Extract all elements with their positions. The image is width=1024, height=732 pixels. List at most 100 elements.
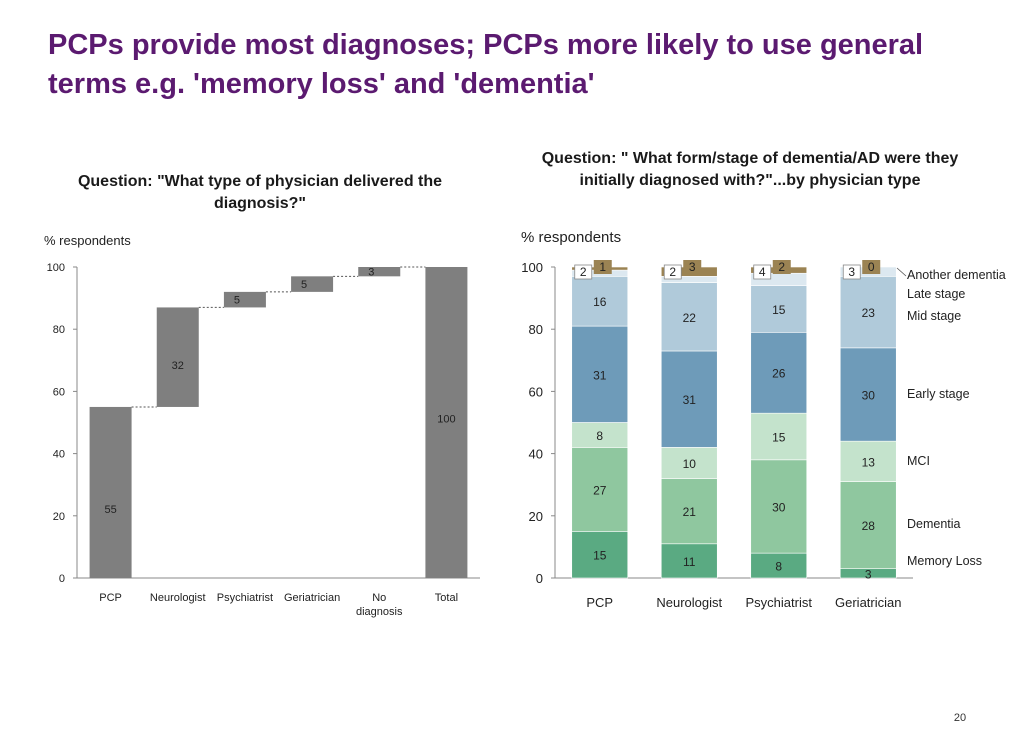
waterfall-y-tick-label: 60 (53, 386, 65, 398)
stacked-segment-early-stage (660, 350, 718, 448)
stacked-segment-early-stage (571, 325, 629, 423)
waterfall-y-axis-label: % respondents (44, 233, 131, 248)
stacked-y-tick-label: 40 (529, 447, 543, 462)
waterfall-x-tick-label: Psychiatrist (217, 592, 273, 604)
slide-title: PCPs provide most diagnoses; PCPs more l… (48, 29, 924, 100)
stacked-another-dementia-label-box (772, 260, 791, 274)
waterfall-bar-pcp (89, 406, 132, 578)
stacked-x-tick-label: PCP (586, 595, 613, 610)
waterfall-y-tick-label: 80 (53, 324, 65, 336)
stacked-y-tick-label: 20 (529, 509, 543, 524)
waterfall-y-tick-label: 20 (53, 511, 65, 523)
waterfall-data-label: 5 (301, 279, 307, 291)
stacked-data-label: 3 (689, 260, 696, 274)
stacked-x-tick-label: Geriatrician (835, 595, 901, 610)
waterfall-bar-total (425, 267, 468, 578)
stacked-y-tick-label: 100 (521, 260, 543, 275)
stacked-segment-memory-loss (571, 531, 629, 579)
stacked-data-label: 28 (862, 519, 876, 533)
waterfall-bar-geriatrician (291, 276, 334, 292)
waterfall-data-label: 5 (234, 295, 240, 307)
stacked-data-label: 15 (772, 430, 786, 444)
stacked-data-label: 27 (593, 483, 607, 497)
stacked-y-tick-label: 80 (529, 322, 543, 337)
stacked-y-tick-label: 60 (529, 384, 543, 399)
waterfall-bar-neurologist (156, 307, 199, 407)
stacked-data-label: 3 (865, 567, 872, 581)
stacked-data-label: 0 (868, 260, 875, 274)
stacked-segment-early-stage (839, 347, 897, 442)
stacked-segment-mci (571, 422, 629, 448)
stacked-x-tick-label: Psychiatrist (746, 595, 813, 610)
stacked-segment-mci (839, 440, 897, 482)
waterfall-data-label: 100 (437, 414, 455, 426)
stacked-x-tick-label: Neurologist (656, 595, 722, 610)
waterfall-bar-psychiatrist (223, 291, 266, 308)
stacked-data-label: 15 (593, 549, 607, 563)
stacked-another-dementia-label-box (862, 260, 881, 274)
waterfall-y-tick-label: 100 (47, 262, 65, 274)
stacked-data-label: 3 (848, 265, 855, 279)
waterfall-x-tick-label: Neurologist (150, 592, 206, 604)
legend-mid-stage: Mid stage (907, 309, 961, 323)
stacked-data-label: 4 (759, 265, 766, 279)
waterfall-x-tick-label: Total (435, 592, 458, 604)
stacked-data-label: 1 (599, 260, 606, 274)
physician-waterfall-chart: 0 20 40 60 80 100 55 PCP 32 Neurologist 5 Psychiatr… (47, 262, 480, 618)
stacked-segment-mid-stage (571, 276, 629, 327)
stacked-data-label: 31 (593, 368, 607, 382)
stacked-chart-title: Question: " What form/stage of dementia/… (541, 150, 959, 189)
stacked-segment-early-stage (750, 332, 808, 414)
stacked-data-label: 10 (683, 457, 697, 471)
legend-late-stage: Late stage (907, 287, 965, 301)
waterfall-y-tick-label: 0 (59, 573, 65, 585)
stacked-data-label: 30 (862, 389, 876, 403)
stacked-segment-dementia (839, 481, 897, 569)
waterfall-data-label: 3 (368, 267, 374, 279)
stacked-data-label: 2 (580, 265, 587, 279)
legend-another-dementia: Another dementia (907, 268, 1006, 282)
stacked-segment-dementia (571, 447, 629, 532)
waterfall-bar-no-diagnosis (358, 267, 401, 277)
stacked-another-dementia-label-box (683, 260, 702, 274)
stacked-data-label: 30 (772, 500, 786, 514)
waterfall-y-tick-label: 40 (53, 449, 65, 461)
stacked-data-label: 8 (775, 560, 782, 574)
legend-leader-line (896, 267, 907, 277)
legend-dementia: Dementia (907, 517, 961, 531)
waterfall-data-label: 55 (104, 504, 116, 516)
stacked-data-label: 23 (862, 306, 876, 320)
waterfall-x-tick-label: No (372, 592, 386, 604)
waterfall-x-tick-label: diagnosis (356, 606, 403, 618)
stacked-late-stage-label-box (574, 264, 593, 280)
stacked-data-label: 8 (596, 429, 603, 443)
stacked-data-label: 31 (683, 393, 697, 407)
stacked-segment-mci (660, 447, 718, 479)
stacked-late-stage-label-box (753, 264, 772, 280)
legend-mci: MCI (907, 454, 930, 468)
stacked-y-axis-label: % respondents (521, 229, 622, 246)
page-number: 20 (953, 712, 967, 724)
waterfall-data-label: 32 (172, 360, 184, 372)
legend-early-stage: Early stage (907, 387, 970, 401)
stacked-data-label: 16 (593, 295, 607, 309)
stacked-segment-mid-stage (660, 282, 718, 352)
stacked-segment-memory-loss (750, 552, 808, 579)
stacked-segment-mid-stage (839, 276, 897, 349)
stacked-late-stage-label-box (663, 264, 682, 280)
stacked-segment-dementia (660, 478, 718, 545)
legend-memory-loss: Memory Loss (907, 554, 982, 568)
stacked-data-label: 2 (778, 260, 785, 274)
stacked-data-label: 15 (772, 303, 786, 317)
waterfall-chart-title: Question: "What type of physician delive… (77, 173, 443, 212)
stacked-data-label: 22 (683, 311, 697, 325)
stacked-late-stage-label-box (842, 264, 861, 280)
waterfall-x-tick-label: PCP (99, 592, 122, 604)
stacked-data-label: 21 (683, 505, 697, 519)
stacked-data-label: 2 (669, 265, 676, 279)
stacked-data-label: 11 (683, 555, 696, 569)
waterfall-x-tick-label: Geriatrician (284, 592, 340, 604)
stacked-data-label: 26 (772, 367, 786, 381)
stacked-another-dementia-label-box (593, 260, 612, 274)
